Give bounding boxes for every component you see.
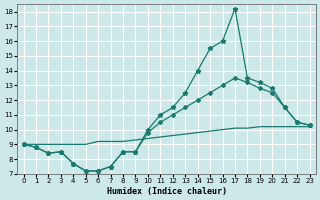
X-axis label: Humidex (Indice chaleur): Humidex (Indice chaleur) — [107, 187, 227, 196]
